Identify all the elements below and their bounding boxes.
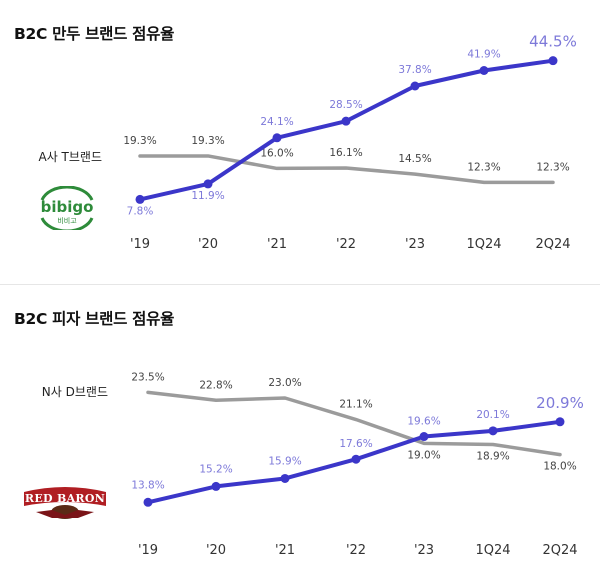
red-baron-logo: RED BARON bbox=[22, 482, 108, 520]
svg-text:bibigo: bibigo bbox=[41, 198, 94, 216]
x-tick-label: '23 bbox=[405, 237, 425, 252]
svg-text:비비고: 비비고 bbox=[57, 216, 77, 225]
brand-data-point bbox=[479, 66, 489, 75]
brand-data-point bbox=[488, 426, 498, 436]
data-label: 14.5% bbox=[398, 153, 431, 165]
data-label: 19.0% bbox=[407, 449, 440, 461]
x-tick-label: '21 bbox=[267, 237, 287, 252]
x-tick-label: '22 bbox=[346, 543, 366, 558]
brand-data-point bbox=[135, 194, 145, 204]
bibigo-logo: bibigo 비비고 bbox=[36, 185, 98, 233]
x-tick-label: '19 bbox=[138, 543, 158, 558]
series-name-label: A사 T브랜드 bbox=[38, 150, 102, 164]
brand-data-point bbox=[555, 417, 565, 427]
x-tick-label: '19 bbox=[130, 237, 150, 252]
data-label: 15.2% bbox=[199, 463, 232, 475]
data-label: 21.1% bbox=[339, 399, 372, 411]
x-tick-label: '21 bbox=[275, 543, 295, 558]
data-label: 17.6% bbox=[339, 438, 372, 450]
x-tick-label: '23 bbox=[414, 543, 434, 558]
data-label: 18.0% bbox=[543, 461, 576, 473]
data-label: 19.3% bbox=[123, 135, 156, 147]
data-label: 12.3% bbox=[536, 161, 569, 173]
dumpling-share-panel: B2C 만두 브랜드 점유율 '19 '20 '21 '22 '23 1Q24 2Q24 19… bbox=[0, 0, 600, 285]
data-label: 44.5% bbox=[529, 33, 577, 51]
data-label: 7.8% bbox=[127, 205, 154, 217]
x-tick-label: '22 bbox=[336, 237, 356, 252]
data-label: 20.1% bbox=[476, 409, 509, 421]
brand-data-point bbox=[351, 454, 361, 464]
section-divider bbox=[0, 284, 600, 285]
data-label: 23.5% bbox=[131, 371, 164, 383]
series-name-label: N사 D브랜드 bbox=[42, 385, 108, 399]
data-label: 37.8% bbox=[398, 64, 431, 76]
brand-data-point bbox=[410, 81, 420, 91]
brand-data-point bbox=[341, 116, 351, 126]
brand-data-point bbox=[419, 432, 429, 442]
competitor-series-line bbox=[146, 390, 562, 457]
pizza-share-panel: B2C 피자 브랜드 점유율 '19 '20 '21 '22 '23 1Q24 2Q24 23… bbox=[0, 285, 600, 571]
data-label: 23.0% bbox=[268, 377, 301, 389]
chart-title: B2C 만두 브랜드 점유율 bbox=[14, 25, 175, 43]
data-label: 12.3% bbox=[467, 161, 500, 173]
data-label: 28.5% bbox=[329, 99, 362, 111]
competitor-series-line bbox=[138, 154, 555, 185]
data-label: 15.9% bbox=[268, 455, 301, 467]
chart-title: B2C 피자 브랜드 점유율 bbox=[14, 310, 175, 328]
x-tick-label: '20 bbox=[198, 237, 218, 252]
data-label: 19.3% bbox=[191, 135, 224, 147]
brand-data-point bbox=[143, 497, 153, 507]
pizza-line-chart: '19 '20 '21 '22 '23 1Q24 2Q24 23.5% 22.8% 23.0% 21… bbox=[42, 371, 584, 558]
data-label: 20.9% bbox=[536, 394, 584, 412]
brand-data-point bbox=[280, 473, 290, 483]
data-label: 16.1% bbox=[329, 147, 362, 159]
svg-text:RED BARON: RED BARON bbox=[25, 492, 105, 505]
brand-data-point bbox=[203, 179, 213, 189]
x-tick-label: 1Q24 bbox=[475, 543, 510, 558]
data-label: 16.0% bbox=[260, 147, 293, 159]
data-label: 18.9% bbox=[476, 450, 509, 462]
x-tick-label: 1Q24 bbox=[466, 237, 501, 252]
data-label: 24.1% bbox=[260, 116, 293, 128]
brand-data-point bbox=[211, 481, 221, 491]
dumpling-line-chart: '19 '20 '21 '22 '23 1Q24 2Q24 19.3% 19.3% 16.0% 16… bbox=[38, 33, 577, 252]
x-tick-label: '20 bbox=[206, 543, 226, 558]
data-label: 13.8% bbox=[131, 479, 164, 491]
brand-data-point bbox=[272, 133, 282, 143]
x-tick-label: 2Q24 bbox=[542, 543, 577, 558]
data-label: 41.9% bbox=[467, 49, 500, 61]
data-label: 22.8% bbox=[199, 379, 232, 391]
brand-series-line bbox=[138, 58, 555, 202]
data-label: 11.9% bbox=[191, 190, 224, 202]
x-tick-label: 2Q24 bbox=[535, 237, 570, 252]
data-label: 19.6% bbox=[407, 416, 440, 428]
brand-data-point bbox=[548, 56, 558, 66]
